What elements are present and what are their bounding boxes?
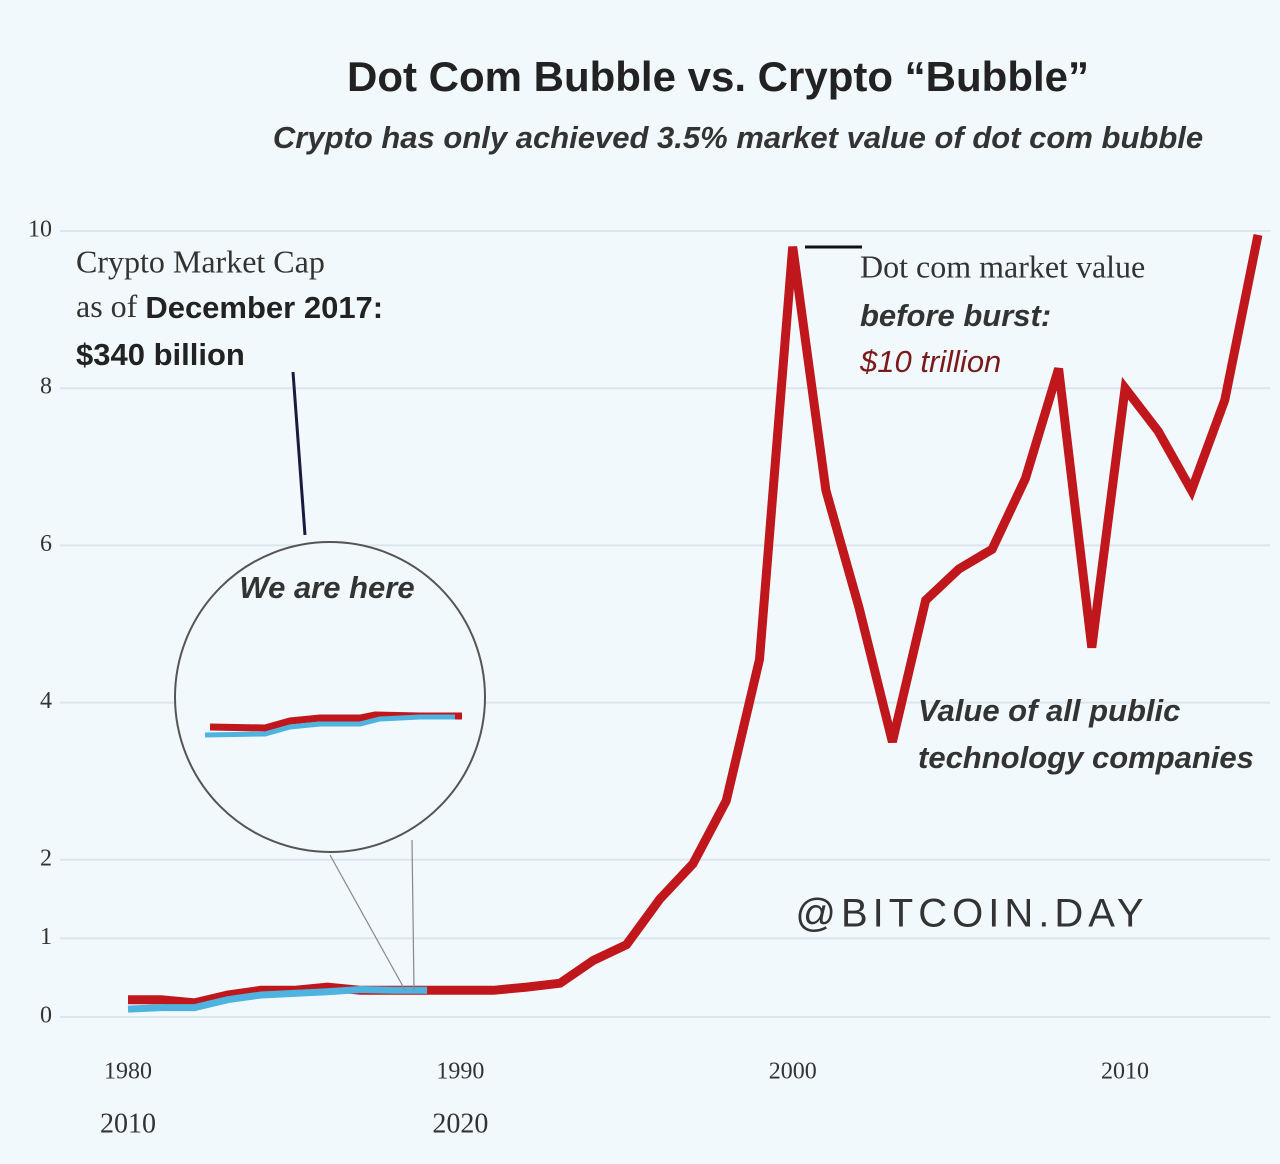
annotation: Crypto Market Cap (76, 243, 325, 279)
annotation: technology companies (918, 740, 1254, 775)
x-tick-label: 2010 (1101, 1059, 1149, 1085)
y-tick-label: 6 (40, 531, 52, 557)
data-line (127, 985, 428, 1013)
annotation: before burst: (860, 298, 1051, 333)
connector (291, 371, 307, 536)
y-tick-label: 0 (40, 1003, 52, 1029)
y-tick-label: 4 (40, 688, 52, 714)
x-tick-label: 1990 (436, 1059, 484, 1085)
chart-title: Dot Com Bubble vs. Crypto “Bubble” (347, 53, 1089, 100)
zoom-circle (174, 541, 486, 853)
annotation-part: as of (76, 288, 145, 324)
chart-subtitle: Crypto has only achieved 3.5% market val… (273, 120, 1203, 155)
we-are-here: We are here (239, 570, 414, 605)
annotation: as of December 2017: (76, 288, 383, 325)
y-tick-label: 1 (40, 924, 52, 950)
x2-tick-label: 2010 (100, 1108, 156, 1139)
watermark: @BITCOIN.DAY (795, 892, 1148, 936)
x2-tick-label: 2020 (432, 1108, 488, 1139)
annotation: $340 billion (76, 337, 245, 372)
y-tick-label: 8 (40, 374, 52, 400)
annotation: Value of all public (918, 693, 1180, 728)
annotation: $10 trillion (859, 344, 1001, 379)
zoom-line-blue (204, 714, 455, 738)
y-tick-label: 2 (40, 845, 52, 871)
annotation-part: December 2017: (145, 290, 383, 325)
zoom-line (411, 839, 415, 991)
zoom-inset: We are here (174, 371, 486, 991)
data-line (128, 234, 1263, 1008)
x-tick-label: 2000 (769, 1059, 817, 1085)
y-tick-label: 10 (28, 217, 52, 243)
annotation: Dot com market value (860, 248, 1145, 284)
zoom-line (329, 854, 406, 991)
x-tick-label: 1980 (104, 1059, 152, 1085)
